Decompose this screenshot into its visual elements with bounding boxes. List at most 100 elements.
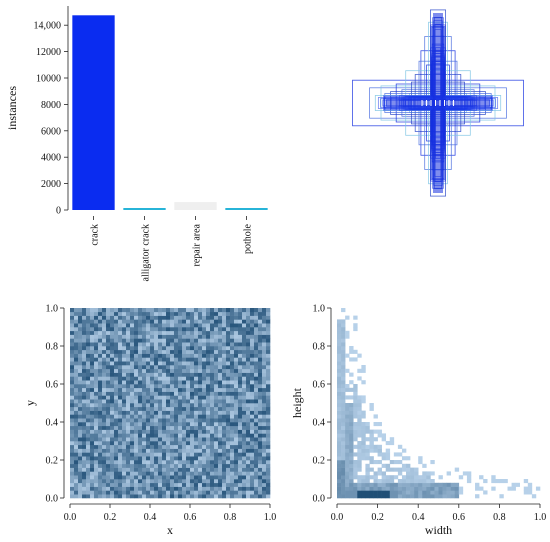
- heat-cell: [70, 463, 75, 468]
- heat-cell: [341, 460, 346, 465]
- heat-cell: [238, 399, 243, 404]
- heat-cell: [242, 349, 247, 354]
- heat-cell: [170, 425, 175, 430]
- heat-cell: [74, 319, 79, 324]
- heat-cell: [90, 319, 95, 324]
- heat-cell: [218, 395, 223, 400]
- heat-cell: [266, 372, 271, 377]
- heat-cell: [150, 315, 155, 320]
- heat-cell: [345, 471, 350, 476]
- heat-cell: [186, 425, 191, 430]
- heat-cell: [194, 391, 199, 396]
- heat-cell: [106, 338, 111, 343]
- heat-cell: [262, 475, 267, 480]
- heat-cell: [418, 482, 423, 487]
- heat-cell: [114, 368, 119, 373]
- heat-cell: [162, 403, 167, 408]
- heat-cell: [118, 372, 123, 377]
- heat-cell: [82, 327, 87, 332]
- heat-cell: [174, 372, 179, 377]
- heat-cell: [138, 471, 143, 476]
- heat-cell: [230, 353, 235, 358]
- heat-cell: [158, 460, 163, 465]
- heat-cell: [262, 433, 267, 438]
- heat-cell: [210, 357, 215, 362]
- heat-cell: [106, 422, 111, 427]
- heat-cell: [138, 365, 143, 370]
- heat-cell: [114, 414, 119, 419]
- heat-cell: [118, 456, 123, 461]
- heat-cell: [114, 334, 119, 339]
- heat-cell: [162, 437, 167, 442]
- heat-cell: [361, 441, 366, 446]
- heat-cell: [86, 346, 91, 351]
- heat-cell: [154, 422, 159, 427]
- heat-cell: [166, 387, 171, 392]
- heat-cell: [114, 349, 119, 354]
- y-axis-label: height: [290, 387, 304, 418]
- heat-cell: [110, 414, 115, 419]
- heat-cell: [198, 460, 203, 465]
- heat-cell: [182, 338, 187, 343]
- heat-cell: [250, 353, 255, 358]
- heat-cell: [210, 482, 215, 487]
- heat-cell: [110, 308, 115, 313]
- heat-cell: [234, 494, 239, 499]
- heat-cell: [373, 448, 378, 453]
- heat-cell: [242, 361, 247, 366]
- heat-cell: [254, 403, 259, 408]
- heat-cell: [102, 414, 107, 419]
- heat-cell: [349, 346, 354, 351]
- heat-cell: [174, 456, 179, 461]
- heat-cell: [178, 482, 183, 487]
- heat-cell: [222, 475, 227, 480]
- heat-cell: [134, 308, 139, 313]
- heat-cell: [341, 357, 346, 362]
- heat-cell: [110, 467, 115, 472]
- heat-cell: [226, 368, 231, 373]
- heat-cell: [114, 376, 119, 381]
- heat-cell: [138, 460, 143, 465]
- heat-cell: [190, 403, 195, 408]
- heat-cell: [146, 475, 151, 480]
- y-tick-label: 8000: [41, 100, 61, 111]
- heat-cell: [214, 342, 219, 347]
- heat-cell: [226, 346, 231, 351]
- heat-cell: [349, 490, 354, 495]
- heat-cell: [369, 467, 374, 472]
- heat-cell: [202, 380, 207, 385]
- heat-cell: [110, 338, 115, 343]
- heat-cell: [414, 494, 419, 499]
- heat-cell: [246, 471, 251, 476]
- heat-cell: [246, 448, 251, 453]
- heat-cell: [361, 422, 366, 427]
- heat-cell: [82, 429, 87, 434]
- heat-cell: [401, 475, 407, 480]
- heat-cell: [94, 444, 99, 449]
- heat-cell: [74, 376, 79, 381]
- heat-cell: [381, 475, 387, 480]
- heat-cell: [82, 418, 87, 423]
- heat-cell: [254, 490, 259, 495]
- heat-cell: [214, 319, 219, 324]
- heat-cell: [345, 387, 350, 392]
- heat-cell: [242, 376, 247, 381]
- heat-cell: [246, 410, 251, 415]
- heat-cell: [146, 327, 151, 332]
- heat-cell: [106, 391, 111, 396]
- heat-cell: [98, 349, 103, 354]
- heat-cell: [234, 311, 239, 316]
- heat-cell: [98, 437, 103, 442]
- heat-cell: [262, 368, 267, 373]
- heat-cell: [361, 365, 366, 370]
- heat-cell: [458, 490, 464, 495]
- heat-cell: [170, 338, 175, 343]
- heat-cell: [238, 460, 243, 465]
- heat-cell: [182, 311, 187, 316]
- heat-cell: [369, 448, 374, 453]
- heat-cell: [389, 475, 395, 480]
- heat-cell: [422, 463, 427, 468]
- heat-cell: [266, 490, 271, 495]
- heat-cell: [102, 494, 107, 499]
- heat-cell: [134, 361, 139, 366]
